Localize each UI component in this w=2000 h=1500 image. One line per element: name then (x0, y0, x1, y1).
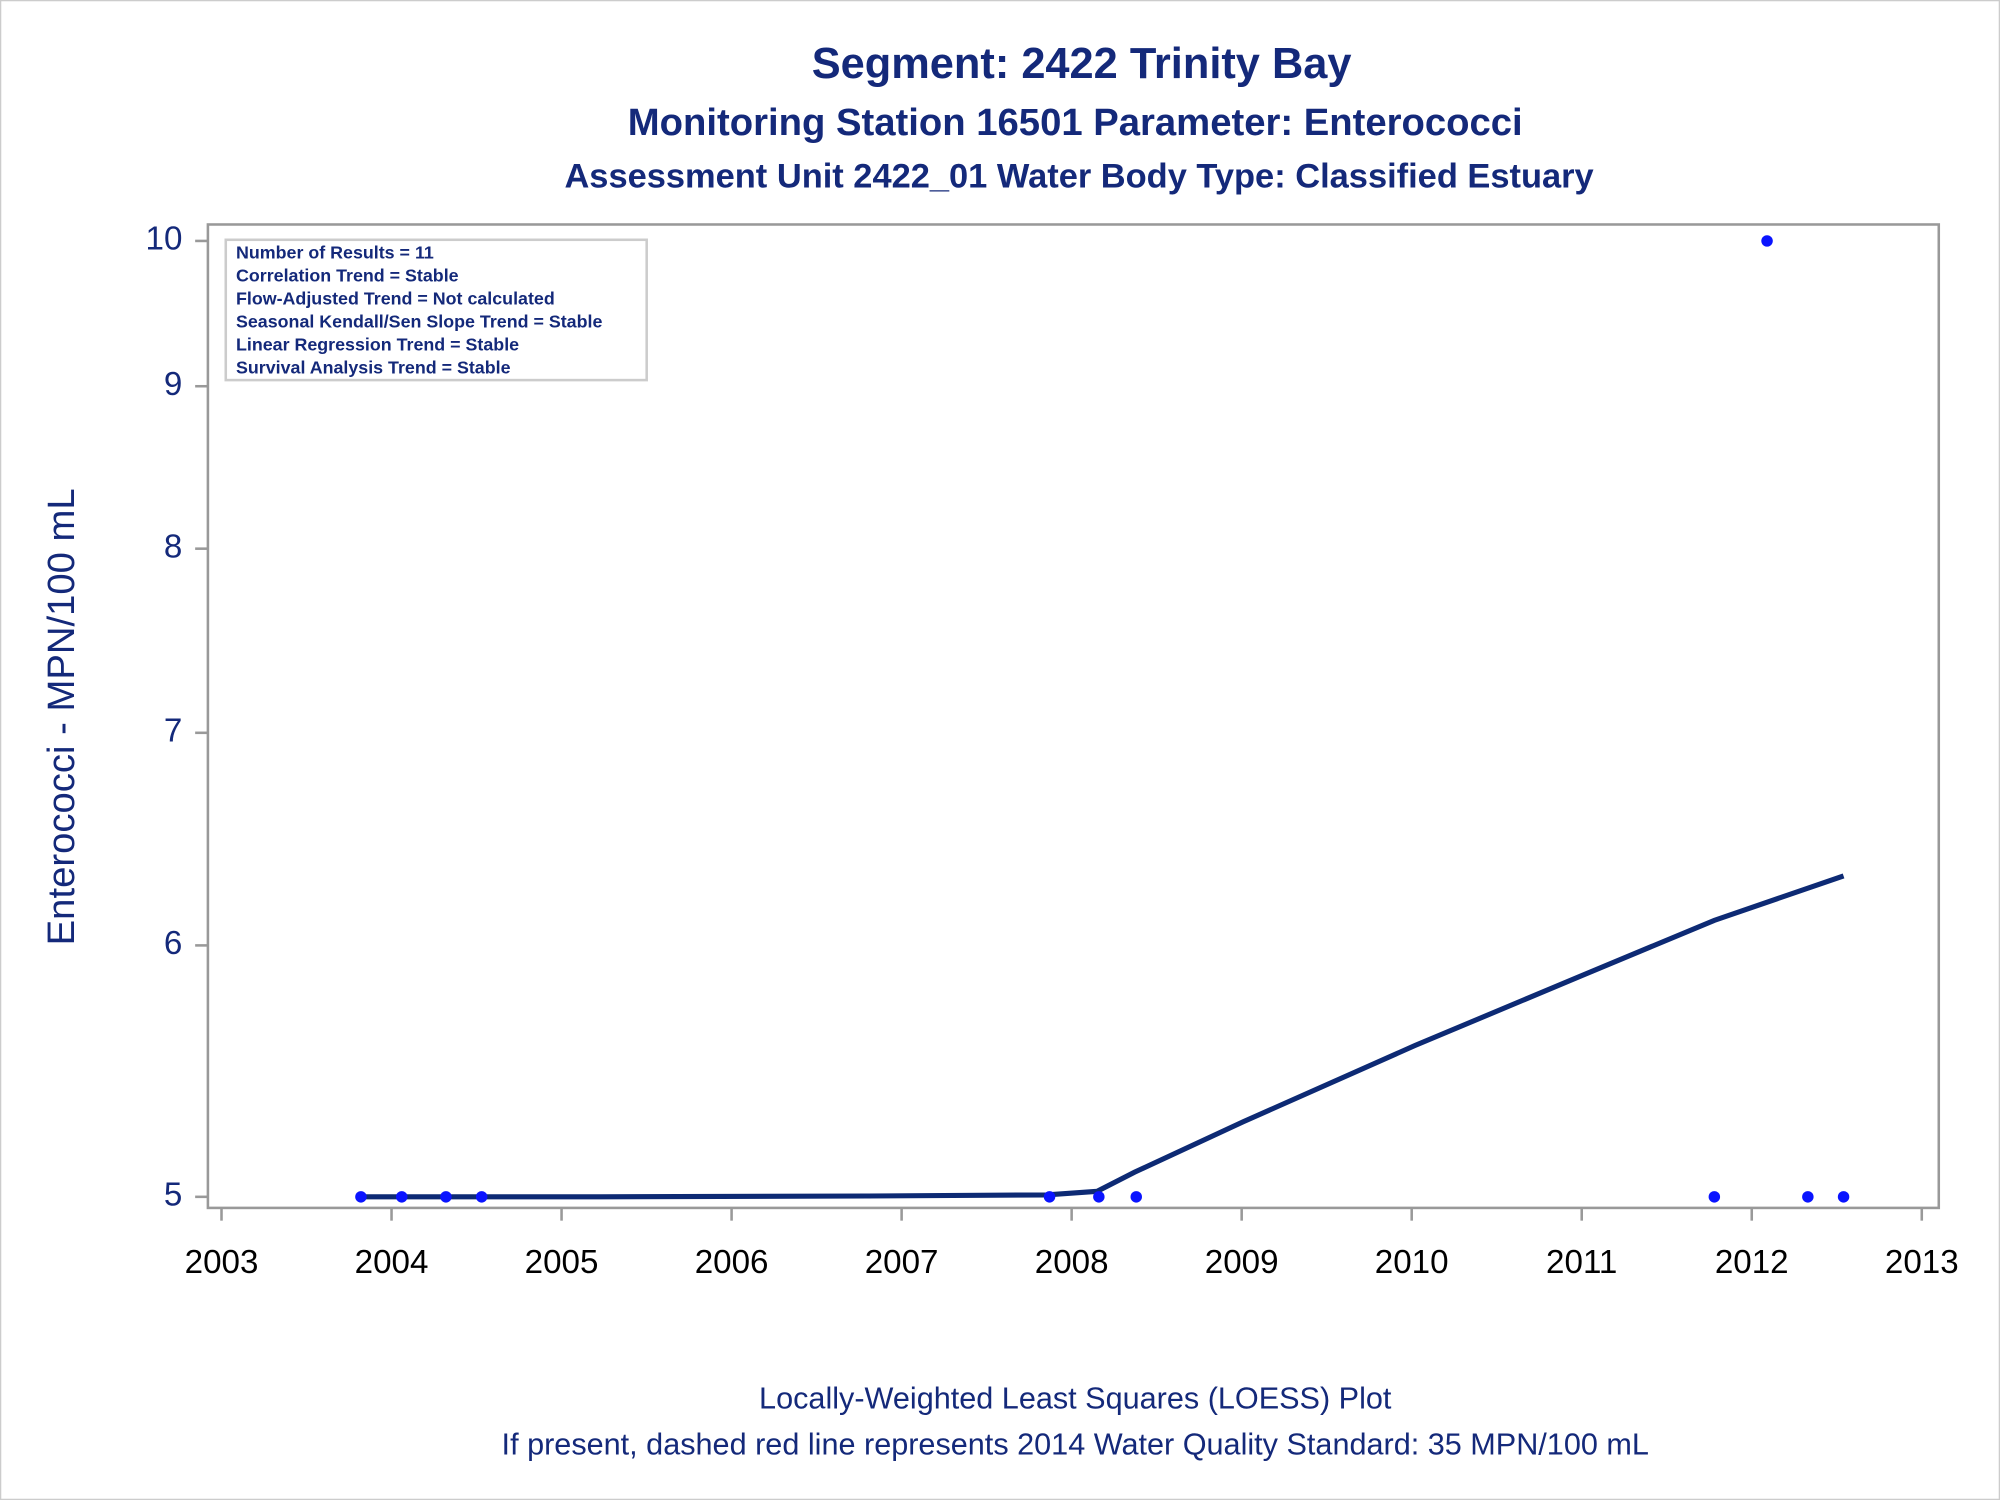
stats-line: Flow-Adjusted Trend = Not calculated (236, 288, 555, 308)
x-tick-label: 2013 (1885, 1244, 1959, 1281)
data-point (1802, 1191, 1814, 1203)
y-tick-label: 8 (164, 528, 182, 565)
y-tick-label: 5 (164, 1177, 182, 1214)
y-tick-label: 7 (164, 713, 182, 750)
stats-line: Correlation Trend = Stable (236, 266, 459, 286)
data-point (1130, 1191, 1142, 1203)
x-tick-label: 2003 (185, 1244, 259, 1281)
data-point (395, 1191, 408, 1203)
x-tick-label: 2009 (1205, 1244, 1279, 1281)
y-tick-label: 6 (164, 925, 182, 962)
chart-title: Segment: 2422 Trinity Bay (812, 40, 1352, 88)
data-point (475, 1191, 488, 1203)
plot-area (206, 223, 1941, 1210)
y-axis-label: Enterococci - MPN/100 mL (40, 488, 83, 945)
data-point (1043, 1191, 1056, 1203)
data-point (355, 1191, 367, 1203)
data-point (1708, 1191, 1721, 1203)
x-tick-label: 2004 (355, 1244, 429, 1281)
data-point (440, 1191, 452, 1203)
stats-box (224, 238, 648, 382)
x-tick-label: 2006 (695, 1244, 769, 1281)
stats-line: Survival Analysis Trend = Stable (236, 357, 511, 377)
subtitle: Assessment Unit 2422_01 Water Body Type:… (564, 158, 1593, 196)
y-tick-label: 10 (146, 221, 183, 258)
x-tick-label: 2011 (1546, 1244, 1617, 1281)
data-point (1761, 235, 1773, 247)
footnote: Locally-Weighted Least Squares (LOESS) P… (759, 1382, 1392, 1416)
stats-line: Seasonal Kendall/Sen Slope Trend = Stabl… (236, 311, 602, 331)
x-tick-label: 2012 (1715, 1244, 1789, 1281)
y-tick-label: 9 (164, 366, 182, 403)
x-tick-label: 2005 (525, 1244, 599, 1281)
x-tick-label: 2010 (1375, 1244, 1449, 1281)
stats-line: Number of Results = 11 (236, 243, 434, 263)
footnote: If present, dashed red line represents 2… (502, 1428, 1649, 1462)
data-point (1837, 1191, 1850, 1203)
loess-line (360, 873, 1845, 1200)
subtitle: Monitoring Station 16501 Parameter: Ente… (628, 101, 1523, 144)
x-tick-label: 2007 (865, 1244, 939, 1281)
stats-line: Linear Regression Trend = Stable (236, 334, 519, 354)
x-tick-label: 2008 (1035, 1244, 1109, 1281)
data-point (1093, 1191, 1105, 1203)
